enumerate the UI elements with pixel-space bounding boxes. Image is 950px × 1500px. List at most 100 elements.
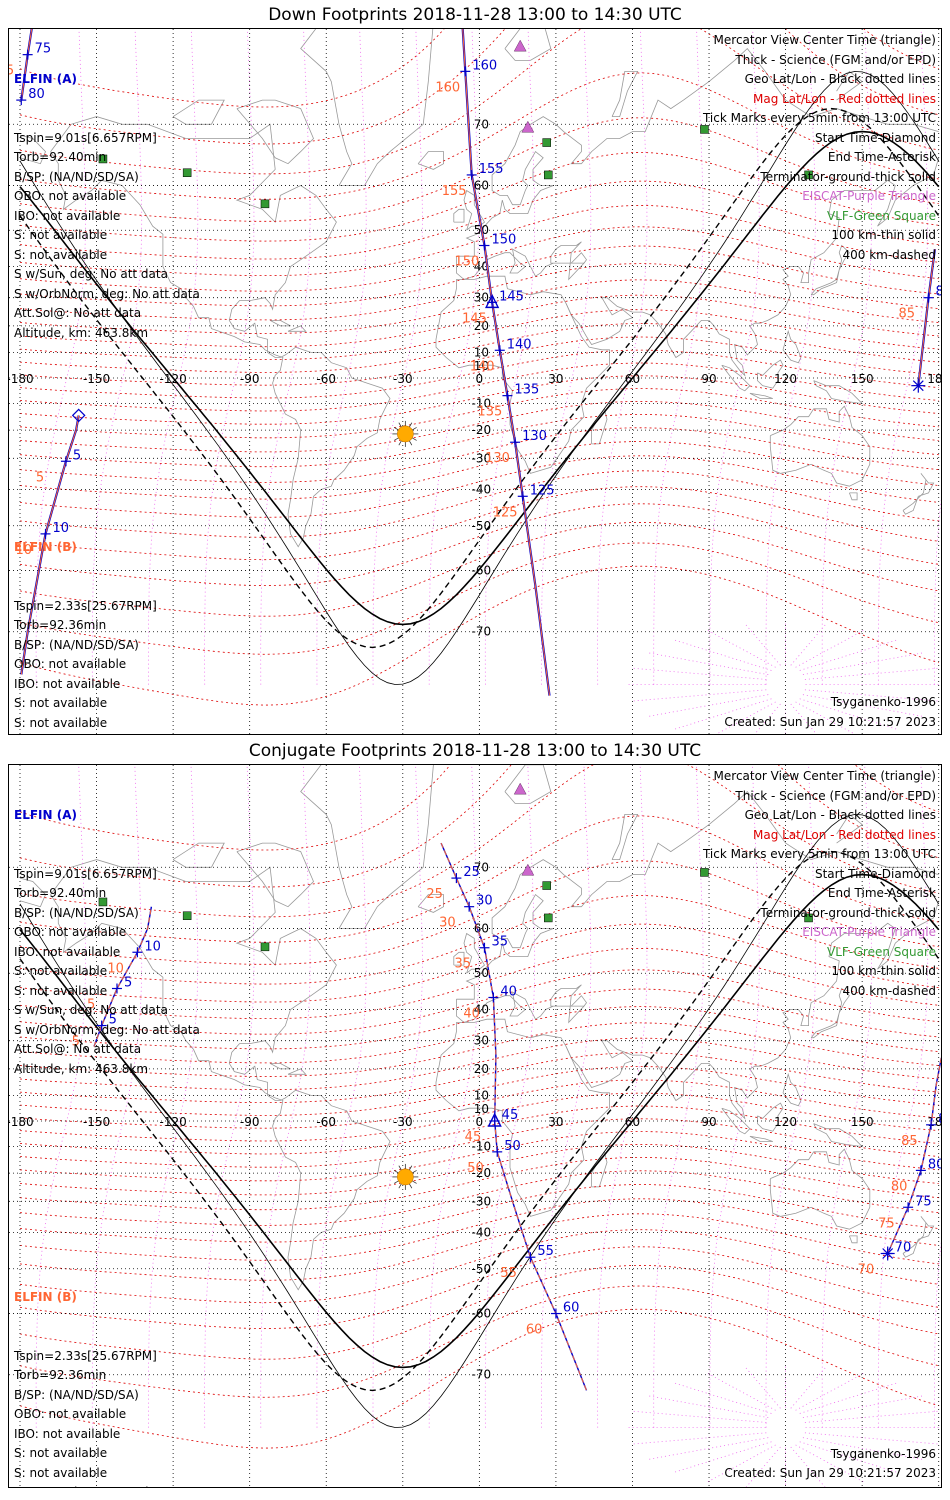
created-timestamp: Created: Sun Jan 29 10:21:57 2023 — [724, 715, 936, 729]
elfin-a-info-line: S: not available — [14, 247, 108, 262]
mag-lon-line — [802, 1395, 925, 1419]
coastline — [782, 329, 802, 364]
vlf-station-marker — [182, 911, 192, 920]
elfin-b-info-line: B/SP: (NA/ND/SD/SA) — [14, 637, 139, 652]
time-tick-label-b: 85 — [901, 1134, 918, 1149]
mag-lat-line — [19, 860, 939, 965]
sun-ray — [398, 422, 402, 428]
elfin-b-info-line: S: not available — [14, 1446, 108, 1460]
time-tick-label: 155 — [479, 162, 504, 177]
mag-lat-line — [19, 1229, 939, 1304]
lon-tick-label: 120 — [774, 1115, 797, 1129]
lon-tick-label: -150 — [83, 372, 110, 386]
sun-ray — [409, 1183, 413, 1189]
vlf-station-marker — [804, 170, 813, 180]
down-map-plot: -180-150-120-90-60-300306090120150180706… — [9, 29, 941, 734]
mag-lat-line — [19, 414, 939, 468]
coastline — [50, 859, 391, 1291]
time-tick-label: 80 — [28, 87, 45, 102]
time-tick-label: 80 — [928, 1157, 941, 1172]
coastline — [749, 1135, 773, 1142]
coastline — [269, 1063, 291, 1070]
eiscat-station-marker — [521, 120, 535, 133]
elfin-b-track — [917, 249, 936, 386]
coastline — [591, 1150, 608, 1188]
legend: Mercator View Center Time (triangle) Thic… — [703, 31, 936, 265]
mag-lat-line — [19, 349, 939, 399]
lat-tick-label: 20 — [474, 319, 489, 333]
elfin-a-info-line: B/SP: (NA/ND/SD/SA) — [14, 905, 139, 920]
coastline — [417, 151, 444, 170]
model-name: Tsyganenko-1996 — [830, 1447, 936, 1461]
mag-lat-line — [19, 388, 939, 439]
coastline — [172, 99, 225, 125]
time-tick-label-b: 150 — [454, 255, 479, 270]
coastline — [591, 407, 608, 445]
coastline — [236, 842, 314, 908]
elfin-a-info-line: Torb=92.40min — [14, 886, 107, 900]
mag-lat-line — [19, 765, 939, 851]
lon-tick-label: -150 — [83, 1115, 110, 1129]
elfin-b-info-line: B/SP: (NA/ND/SD/SA) — [14, 1387, 139, 1402]
mag-lon-line — [705, 1371, 776, 1411]
legend-item: Mag Lat/Lon - Red dotted lines — [752, 91, 936, 106]
center-time-triangle — [484, 293, 500, 309]
elfin-b-info-line: S: not available — [14, 696, 108, 710]
legend-item: Geo Lat/Lon - Black dotted lines — [744, 72, 936, 86]
eiscat-station-marker — [513, 782, 527, 795]
elfin-b-info-line: S: not available — [14, 715, 108, 730]
coastline — [782, 1072, 802, 1107]
sun-ray — [412, 437, 417, 441]
created-timestamp: Created: Sun Jan 29 10:21:57 2023 — [724, 1466, 936, 1480]
mag-lat-line — [19, 1157, 939, 1211]
lon-tick-label: 90 — [701, 1115, 716, 1129]
time-tick-label-b: 5 — [87, 998, 95, 1013]
time-tick-label: 160 — [472, 58, 497, 73]
legend-item: Start Time-Diamond — [814, 866, 936, 881]
elfin-a-info-line: IBO: not available — [14, 208, 121, 223]
elfin-a-info-line: Torb=92.40min — [14, 150, 107, 164]
mag-lon-line — [743, 1365, 781, 1409]
legend-item: VLF-Green Square — [827, 208, 936, 223]
vlf-station-marker — [98, 154, 108, 164]
lat-tick-label: 10 — [474, 1088, 489, 1102]
coastline — [611, 814, 639, 860]
sun-ray — [412, 427, 417, 431]
down-footprints-panel: -180-150-120-90-60-300306090120150180706… — [8, 28, 942, 735]
terminator-400km — [19, 850, 940, 1392]
elfin-b-info-line: S w/Sun, deg: No att data — [14, 733, 200, 734]
legend-item: EISCAT-Purple Triangle — [802, 189, 936, 203]
lon-tick-label: 0 — [476, 1115, 484, 1129]
coastline — [810, 987, 850, 1039]
time-tick-label-b: 10 — [16, 543, 33, 558]
time-tick-label: 75 — [915, 1194, 932, 1209]
mag-lon-line — [646, 1437, 769, 1461]
time-tick-label-b: 135 — [477, 405, 502, 420]
time-tick-label: 85 — [938, 1112, 941, 1127]
time-tick-label-b: 25 — [426, 887, 443, 902]
time-tick-label-b: 50 — [467, 1161, 484, 1176]
legend-item: Mercator View Center Time (triangle) — [713, 33, 936, 47]
coastline — [50, 116, 391, 548]
mag-lon-line — [597, 29, 648, 685]
time-tick-label-b: 130 — [485, 451, 510, 466]
elfin-b-info-line: OBO: not available — [14, 657, 127, 671]
time-tick-label-b: 125 — [493, 505, 518, 520]
lon-tick-label: 30 — [548, 372, 563, 386]
coastline — [172, 842, 225, 868]
vlf-station-marker — [260, 942, 270, 952]
mag-lat-line — [19, 323, 939, 373]
coastline — [300, 29, 434, 186]
sun-ray — [412, 1170, 417, 1174]
coastline — [504, 29, 552, 61]
coastline — [453, 951, 465, 966]
elfin-a-info-line: S: not available — [14, 964, 108, 978]
elfin-a-info-line: Altitude, km: 463.8km — [14, 1061, 149, 1076]
terminator-ground — [19, 873, 940, 1369]
lat-tick-label: -10 — [472, 397, 492, 411]
mag-lon-line — [646, 694, 769, 718]
lon-tick-label: -180 — [9, 1115, 34, 1129]
mag-lon-line — [790, 622, 828, 666]
mag-lon-line — [316, 765, 367, 1428]
time-tick-label: 70 — [895, 1240, 912, 1255]
